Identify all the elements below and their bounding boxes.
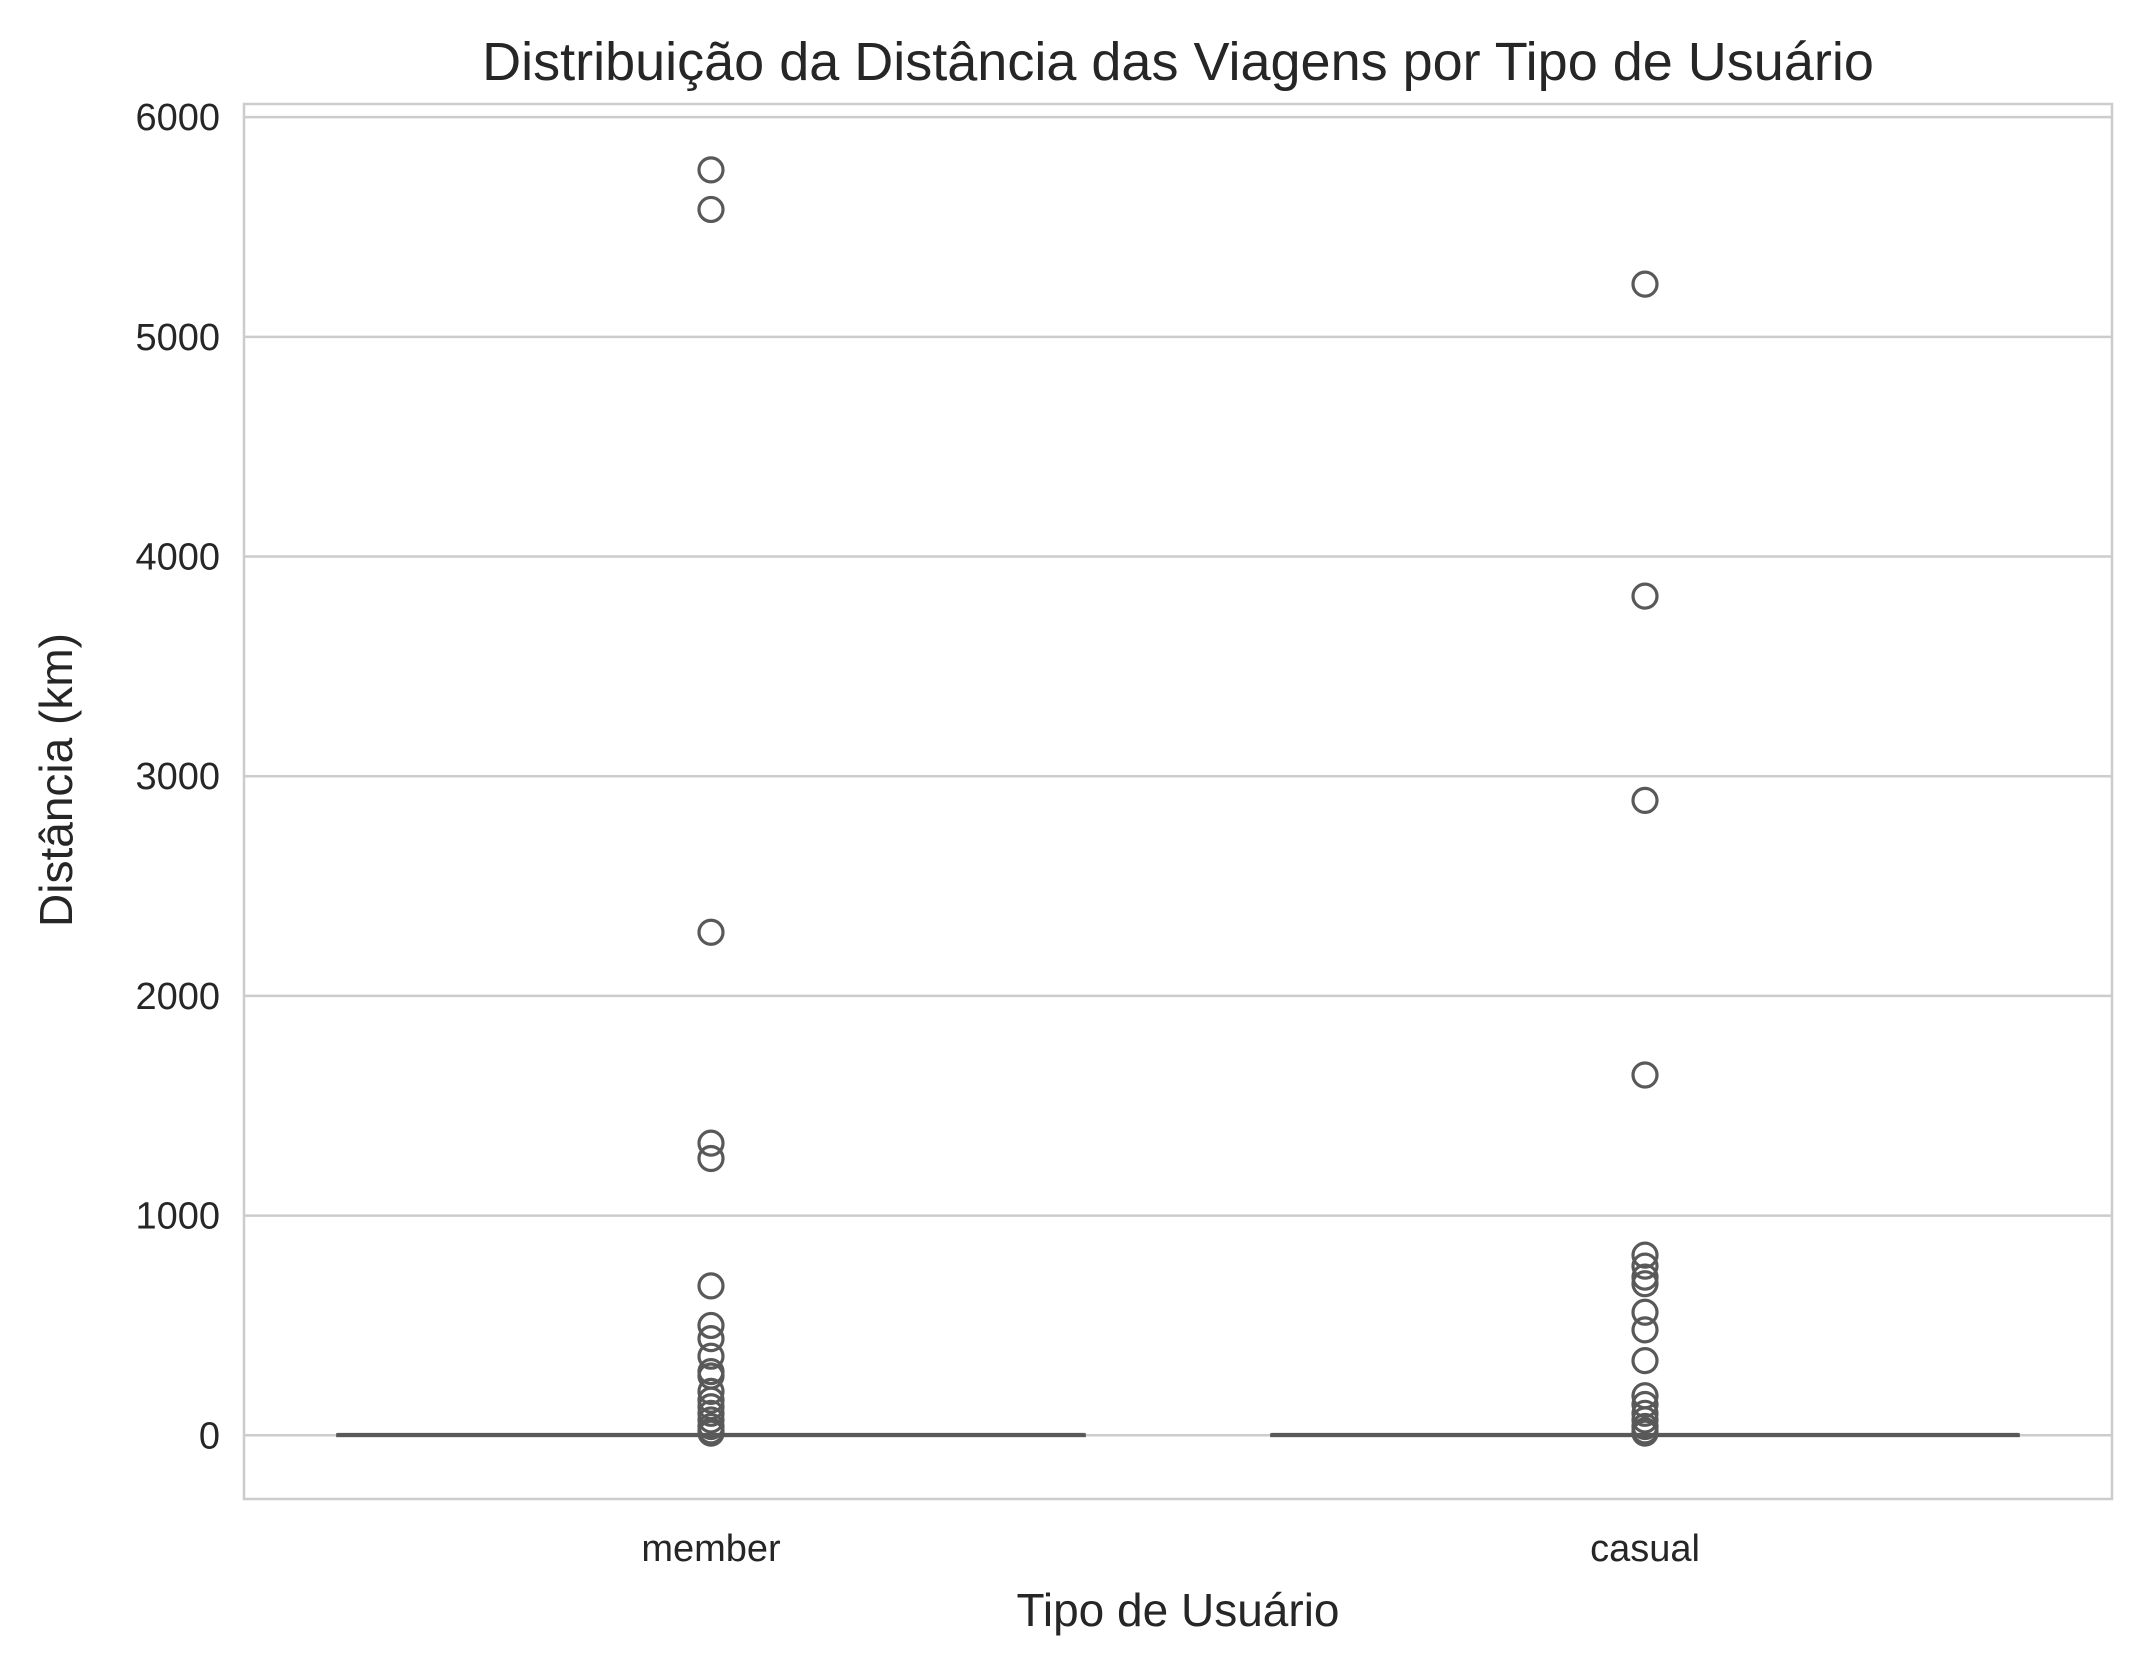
outlier-casual-6 (1631, 1263, 1659, 1291)
x-axis-label: Tipo de Usuário (1016, 1584, 1339, 1636)
outlier-casual-9 (1631, 1316, 1659, 1344)
chart-title: Distribuição da Distância das Viagens po… (482, 32, 1874, 92)
outlier-member-8 (697, 1342, 725, 1370)
tick-layer: 0 1000 2000 3000 4000 5000 6000 member casual (135, 97, 1699, 1570)
outlier-member-3 (697, 1129, 725, 1157)
outlier-casual-5 (1631, 1252, 1659, 1280)
grid-layer (244, 115, 2112, 1437)
outlier-member-11 (697, 1377, 725, 1405)
outlier-member-7 (697, 1325, 725, 1353)
y-tick-label-1: 1000 (135, 1196, 220, 1238)
outlier-casual-13 (1631, 1399, 1659, 1427)
x-tick-label-member: member (641, 1528, 781, 1570)
y-tick-label-4: 4000 (135, 537, 220, 579)
outlier-member-4 (697, 1144, 725, 1173)
outlier-casual-3 (1631, 1061, 1659, 1089)
outlier-member-15 (697, 1406, 725, 1434)
outlier-casual-7 (1631, 1270, 1659, 1298)
outlier-member-5 (697, 1272, 725, 1300)
outlier-member-18 (697, 1419, 725, 1447)
y-tick-label-2: 2000 (135, 976, 220, 1018)
outlier-member-14 (697, 1399, 725, 1427)
outlier-casual-2 (1631, 786, 1659, 815)
y-axis-label: Distância (km) (30, 633, 82, 927)
outlier-member-6 (697, 1311, 725, 1340)
outlier-casual-14 (1631, 1406, 1659, 1434)
box-layer (336, 156, 2020, 1447)
outlier-casual-8 (1631, 1298, 1659, 1326)
outlier-casual-12 (1631, 1390, 1659, 1419)
outlier-member-0 (697, 156, 725, 184)
x-tick-label-casual: casual (1590, 1528, 1700, 1570)
plot-frame (242, 102, 2114, 1501)
outlier-casual-0 (1631, 270, 1659, 298)
outlier-casual-4 (1631, 1241, 1659, 1269)
outlier-member-12 (697, 1386, 725, 1414)
outlier-casual-17 (1631, 1419, 1659, 1447)
y-tick-label-0: 0 (199, 1415, 220, 1457)
y-tick-label-3: 3000 (135, 756, 220, 798)
outlier-casual-1 (1631, 582, 1659, 610)
outlier-member-1 (697, 195, 725, 224)
outlier-casual-10 (1631, 1346, 1659, 1375)
y-tick-label-6: 6000 (135, 97, 220, 139)
y-tick-label-5: 5000 (135, 317, 220, 359)
outlier-member-2 (697, 918, 725, 946)
